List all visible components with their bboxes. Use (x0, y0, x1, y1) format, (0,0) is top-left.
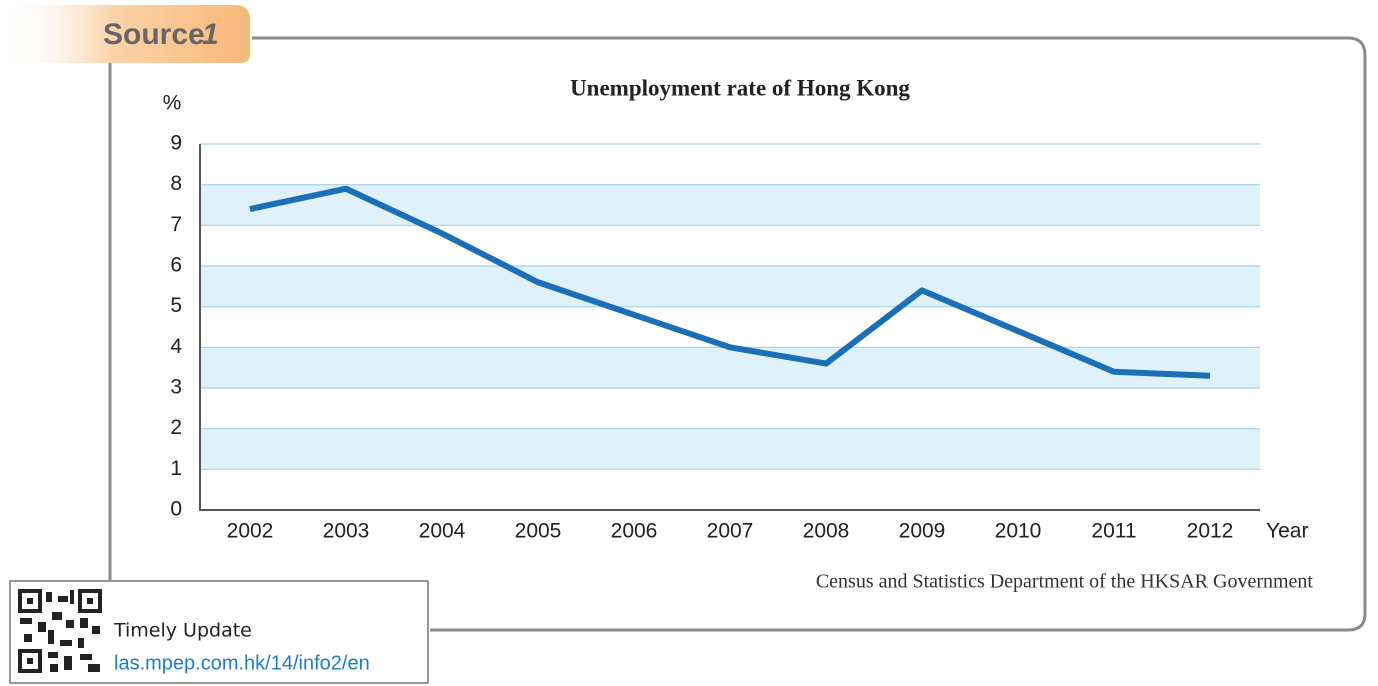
source-note: Census and Statistics Department of the … (816, 571, 1314, 593)
y-tick-label: 5 (170, 294, 182, 317)
x-tick-label: 2004 (419, 520, 466, 543)
update-box: Timely Update las.mpep.com.hk/14/info2/e… (9, 580, 429, 684)
y-tick-label: 7 (170, 213, 182, 236)
frame (108, 36, 1367, 632)
chart-title: Unemployment rate of Hong Kong (570, 75, 910, 100)
x-tick-label: 2003 (323, 520, 370, 543)
y-tick-label: 0 (170, 498, 182, 521)
y-tick-label: 6 (170, 254, 182, 277)
qr-code (18, 589, 102, 673)
grid-band (200, 266, 1260, 307)
x-tick-label: 2011 (1091, 520, 1136, 543)
source-tab-number: 1 (202, 18, 219, 51)
y-tick-label: 2 (170, 416, 182, 439)
source-tab-word: Source (103, 18, 205, 51)
x-tick-label: 2002 (227, 520, 274, 543)
x-tick-label: 2010 (995, 520, 1042, 543)
x-tick-label: 2009 (899, 520, 946, 543)
update-link[interactable]: las.mpep.com.hk/14/info2/en (114, 652, 370, 674)
x-tick-label: 2006 (611, 520, 658, 543)
y-tick-label: 3 (170, 376, 182, 399)
grid-band (200, 347, 1260, 388)
y-tick-label: 1 (170, 457, 182, 480)
y-tick-label: 8 (170, 172, 182, 195)
x-tick-label: 2008 (803, 520, 850, 543)
y-tick-label: 9 (170, 132, 182, 155)
x-axis-label: Year (1266, 520, 1308, 543)
grid-band (200, 184, 1260, 226)
x-tick-label: 2012 (1187, 520, 1234, 543)
data-line (249, 185, 1211, 379)
source-tab-bg (0, 5, 250, 63)
grid-band (200, 428, 1260, 470)
x-tick-label: 2007 (707, 520, 754, 543)
y-tick-label: 4 (170, 335, 182, 358)
update-title: Timely Update (113, 620, 252, 642)
y-axis-label: % (163, 92, 182, 115)
x-tick-label: 2005 (515, 520, 562, 543)
